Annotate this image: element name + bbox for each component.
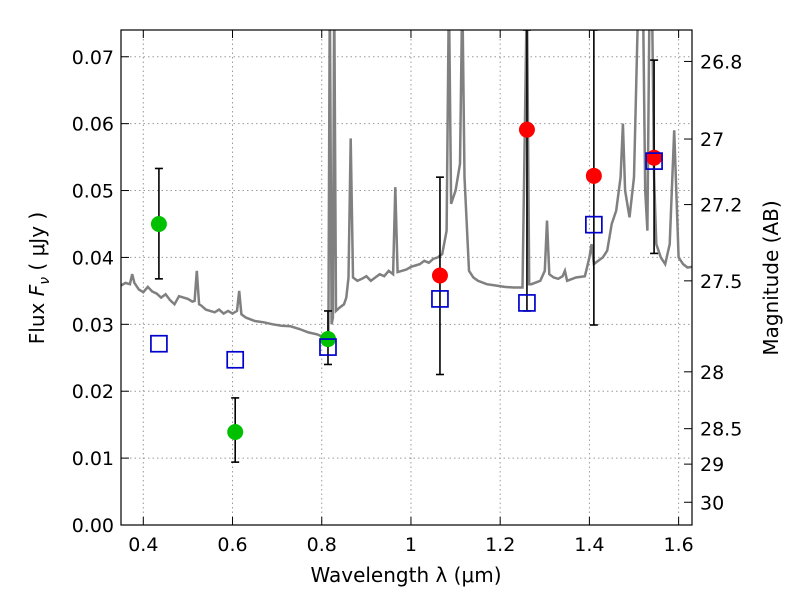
data-markers bbox=[150, 121, 663, 441]
y-axis-label-suffix: ( μJy ) bbox=[25, 212, 49, 277]
axis-ticks: 0.4 0.6 0.8 1 1.2 1.4 1.6 0.00 0.01 0.02 0.03 0.04 0… bbox=[72, 30, 742, 556]
y2-tick-label: 29 bbox=[700, 454, 724, 476]
x-tick-label: 0.8 bbox=[307, 534, 337, 556]
model-spectrum-line bbox=[121, 30, 692, 338]
grid bbox=[121, 30, 692, 525]
observed-optical-point bbox=[227, 424, 244, 441]
y2-tick-label: 28.5 bbox=[700, 419, 742, 441]
y-axis-label-prefix: Flux bbox=[25, 296, 49, 344]
y-tick-label: 0.04 bbox=[72, 247, 114, 269]
model-photometry-point bbox=[518, 294, 536, 312]
model-photometry-point bbox=[150, 334, 168, 353]
y-axis-label-symbol: F bbox=[25, 284, 49, 296]
model-photometry-point bbox=[645, 152, 663, 170]
model-photometry-point bbox=[226, 350, 245, 369]
x-tick-label: 1.2 bbox=[485, 534, 515, 556]
y-tick-label: 0.03 bbox=[72, 314, 114, 336]
y-axis-label-subscript: ν bbox=[37, 277, 53, 285]
y-tick-label: 0.07 bbox=[72, 47, 114, 69]
y2-tick-label: 26.8 bbox=[700, 51, 742, 73]
y2-tick-label: 27 bbox=[700, 129, 724, 151]
y-tick-label: 0.05 bbox=[72, 181, 114, 203]
y2-tick-label: 30 bbox=[700, 492, 724, 514]
plot-area bbox=[121, 30, 692, 463]
y2-tick-label: 27.2 bbox=[700, 195, 742, 217]
model-photometry-point bbox=[319, 338, 337, 356]
x-tick-label: 0.6 bbox=[217, 534, 247, 556]
observed-nir-point bbox=[518, 121, 535, 138]
x-tick-label: 1 bbox=[405, 534, 417, 556]
model-photometry-point bbox=[431, 290, 449, 308]
x-tick-label: 1.6 bbox=[664, 534, 694, 556]
x-axis-label: Wavelength λ (μm) bbox=[310, 563, 501, 587]
x-tick-label: 0.4 bbox=[128, 534, 158, 556]
observed-nir-point bbox=[585, 167, 602, 184]
y-tick-label: 0.02 bbox=[72, 381, 114, 403]
plot-frame bbox=[120, 29, 693, 526]
observed-optical-point bbox=[150, 215, 167, 232]
model-photometry-point bbox=[585, 215, 603, 234]
observed-nir-point bbox=[646, 149, 663, 166]
y-tick-label: 0.00 bbox=[72, 515, 114, 537]
y-tick-label: 0.01 bbox=[72, 448, 114, 470]
observed-nir-point bbox=[431, 267, 448, 284]
y-tick-label: 0.06 bbox=[72, 114, 114, 136]
y2-tick-label: 27.5 bbox=[700, 271, 742, 293]
y-axis-label: Flux Fν ( μJy ) bbox=[25, 212, 53, 344]
y2-tick-label: 28 bbox=[700, 362, 724, 384]
y2-axis-label: Magnitude (AB) bbox=[759, 200, 783, 355]
x-tick-label: 1.4 bbox=[574, 534, 604, 556]
